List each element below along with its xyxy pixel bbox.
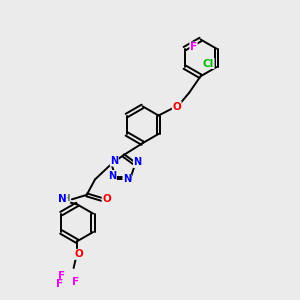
Text: F: F — [58, 271, 65, 281]
Text: N: N — [58, 194, 67, 204]
Text: N: N — [134, 158, 142, 167]
Text: O: O — [74, 249, 83, 259]
Text: H: H — [62, 194, 70, 203]
Text: N: N — [108, 171, 116, 181]
Text: F: F — [71, 277, 79, 287]
Text: F: F — [56, 279, 63, 289]
Text: Cl: Cl — [203, 58, 214, 68]
Text: N: N — [123, 174, 131, 184]
Text: O: O — [172, 102, 181, 112]
Text: N: N — [110, 156, 118, 166]
Text: F: F — [190, 42, 197, 52]
Text: O: O — [102, 194, 111, 204]
